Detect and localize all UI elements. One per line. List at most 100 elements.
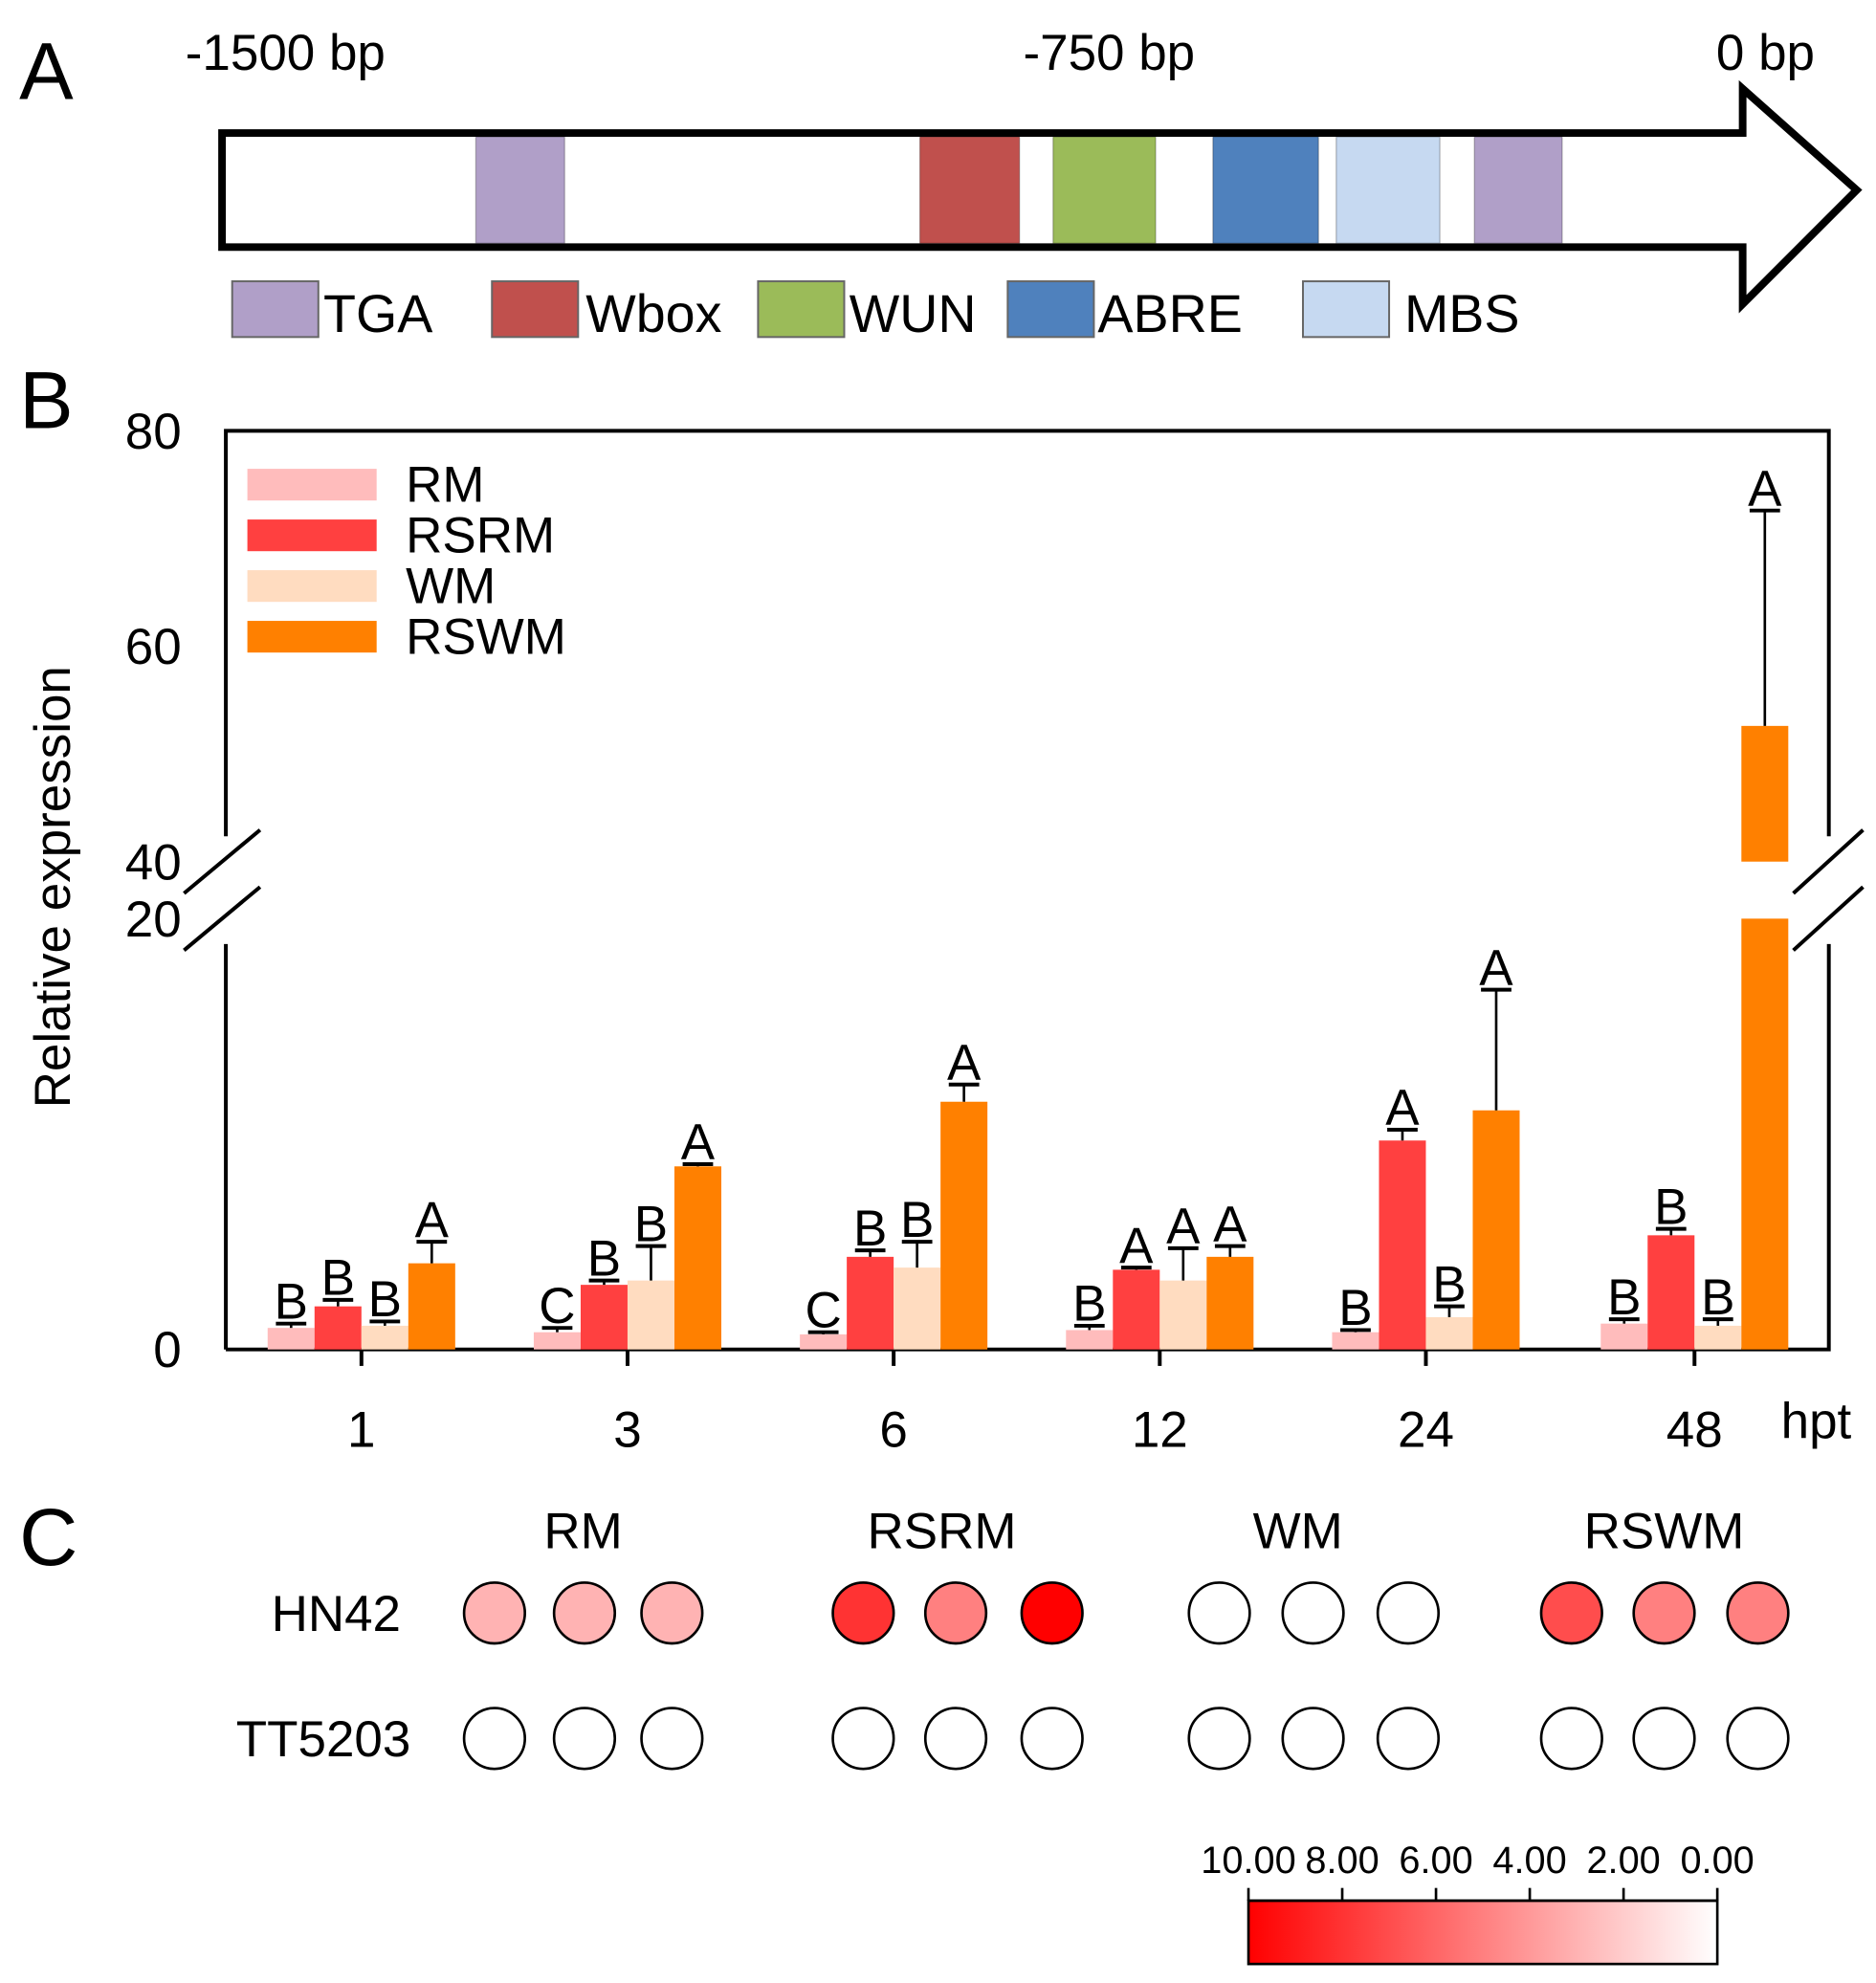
significance-letter: A [1119,1218,1154,1274]
bar-rswm-upper [1741,725,1789,862]
panel-label-b: B [19,355,74,446]
heat-cell [1632,1581,1696,1645]
bar-wm [1694,1325,1742,1350]
heat-cell [1281,1581,1345,1645]
legend-label-wbox: Wbox [585,284,721,343]
significance-letter: B [368,1271,402,1328]
group-label-rm: RM [543,1504,622,1560]
element-tga [475,136,565,244]
legend-label-tga: TGA [323,284,432,343]
significance-letter: B [275,1273,308,1330]
heat-cell [1632,1707,1696,1771]
position-label: 0 bp [1716,25,1815,81]
position-label: -750 bp [1023,25,1195,81]
promoter-arrow [218,79,1863,314]
plot-frame [224,429,1831,1352]
heat-cell [1539,1707,1603,1771]
bar-wm [1425,1316,1473,1350]
panel-label-c: C [19,1491,77,1582]
bar-rswm [1206,1256,1254,1350]
y-tick-label: 60 [125,619,182,675]
significance-letter: B [853,1201,887,1257]
significance-letter: A [1385,1080,1420,1136]
bar-wm [361,1325,408,1350]
color-scale-label: 8.00 [1305,1840,1379,1882]
bar-rswm [940,1101,988,1350]
significance-letter: B [1338,1280,1372,1336]
element-tga [1473,136,1563,244]
legend-swatch-wm [247,570,377,603]
significance-letter: B [1432,1256,1466,1312]
heat-cell [552,1707,617,1771]
significance-letter: C [805,1282,841,1338]
axis-break-mark [1792,828,1865,895]
heat-cell [640,1707,704,1771]
bar-rswm [1472,1110,1520,1350]
y-tick-label: 80 [125,404,182,460]
legend-label-rm: RM [406,457,484,514]
heat-cell [1020,1581,1084,1645]
heat-cell [1187,1707,1251,1771]
heat-cell [923,1707,988,1771]
significance-letter: B [1607,1269,1641,1326]
legend-swatch-mbs [1301,280,1391,339]
bar-rm [267,1328,315,1350]
significance-letter: A [1166,1199,1201,1255]
heat-cell [1281,1707,1345,1771]
significance-letter: A [1479,939,1513,996]
color-scale-label: 6.00 [1399,1840,1472,1882]
heat-cell [462,1581,527,1645]
bar-rswm [408,1263,455,1350]
heat-cell [552,1581,617,1645]
significance-letter: B [1072,1276,1106,1333]
position-label: -1500 bp [186,25,386,81]
bar-rm [1332,1332,1379,1350]
element-abre [1212,136,1319,244]
x-tick-label: 1 [347,1402,375,1459]
bar-rm [1066,1330,1114,1350]
promoter-diagram: -1500 bp -750 bp 0 bp TGA Wbox WUN ABRE MBS [186,25,1863,343]
axis-break-mark [1792,885,1865,952]
heat-cell [923,1581,988,1645]
legend-swatch-rm [247,469,377,501]
significance-letter: A [681,1114,716,1171]
heat-cell [831,1581,895,1645]
row-label: HN42 [272,1586,401,1642]
color-scale-label: 10.00 [1201,1840,1295,1882]
legend-label-rsrm: RSRM [406,508,555,564]
bar-rsrm [580,1285,628,1350]
heat-cell [1376,1581,1441,1645]
y-axis-label: Relative expression [25,666,81,1108]
bar-rsrm [314,1306,362,1350]
significance-letter: A [1213,1196,1247,1252]
legend-swatch-rswm [247,621,377,653]
heat-cell [1726,1707,1790,1771]
significance-letter: B [634,1196,668,1252]
x-tick-label: 12 [1132,1402,1188,1459]
legend-swatch-wbox [491,280,580,339]
y-tick-label: 0 [153,1322,181,1378]
significance-letter: B [1701,1269,1734,1326]
axis-break-mark [183,885,262,952]
legend-label-mbs: MBS [1404,284,1520,343]
element-wun [1052,136,1157,244]
heat-cell [1726,1581,1790,1645]
color-scale-label: 2.00 [1586,1840,1660,1882]
heat-cell [1539,1581,1603,1645]
bar-rsrm [1113,1269,1160,1350]
significance-letter: B [1654,1179,1688,1235]
bar-rsrm [1647,1235,1695,1350]
legend-swatch-tga [231,280,320,339]
bar-wm [894,1267,941,1350]
significance-letter: B [900,1192,934,1248]
element-mbs [1335,136,1441,244]
legend-swatch-rsrm [247,519,377,552]
legend-label-abre: ABRE [1097,284,1242,343]
significance-letter: A [1748,460,1782,517]
significance-letter: A [947,1034,982,1091]
y-tick-label: 40 [125,834,182,891]
row-label: TT5203 [236,1711,411,1768]
legend-swatch-abre [1006,280,1095,339]
